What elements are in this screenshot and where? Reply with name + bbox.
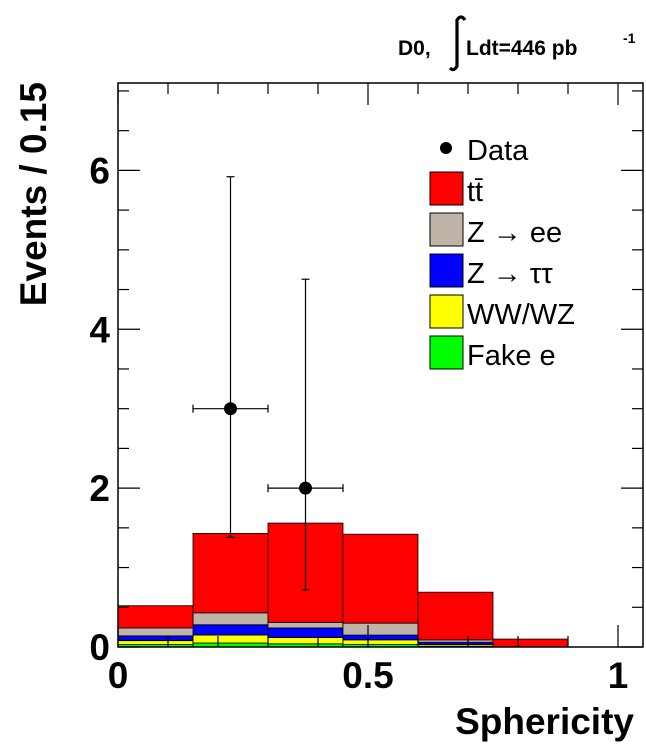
bar-ww_wz-bin-4	[342, 639, 419, 646]
y-axis-title: Events / 0.15	[13, 82, 54, 306]
bar-z_tautau-bin-1	[117, 635, 194, 642]
bar-ww_wz-bin-3	[267, 637, 344, 645]
axis-ticks: 0 0.5 1 0 2 4 6	[89, 83, 643, 696]
y-tick-label-1: 2	[89, 468, 110, 509]
bar-ttbar-bin-1	[117, 605, 194, 629]
bar-z_ee-bin-1	[117, 627, 194, 637]
legend-label-1: tt̄	[467, 176, 483, 208]
bar-z_ee-bin-4	[342, 622, 419, 636]
legend-label-0: Data	[467, 135, 529, 167]
bar-z_ee-bin-2	[192, 612, 269, 626]
bar-ttbar-bin-5	[417, 591, 494, 641]
x-tick-label-2: 1	[608, 655, 629, 696]
data-point-2	[299, 481, 312, 495]
x-axis-title: Sphericity	[455, 701, 634, 742]
bar-z_tautau-bin-4	[342, 634, 419, 641]
legend-swatch-1	[429, 171, 464, 206]
bar-z_tautau-bin-2	[192, 624, 269, 636]
data-points	[192, 176, 344, 591]
bar-ww_wz-bin-1	[117, 640, 194, 646]
bar-ww_wz-bin-2	[192, 634, 269, 644]
stacked-histogram	[117, 522, 569, 648]
bar-z_ee-bin-3	[267, 621, 344, 629]
luminosity-annotation: D0, Ldt=446 pb -1	[398, 15, 636, 72]
bar-ttbar-bin-2	[192, 533, 269, 614]
plot-frame	[117, 82, 644, 648]
legend-swatch-4	[429, 294, 464, 329]
legend-marker-data	[440, 142, 452, 154]
bar-z_tautau-bin-3	[267, 627, 344, 638]
legend-swatch-3	[429, 253, 464, 288]
legend-label-2: Z → ee	[467, 217, 562, 249]
integral-sign-icon	[448, 15, 467, 72]
bar-ttbar-bin-6	[492, 638, 569, 648]
legend-swatch-5	[429, 335, 464, 370]
data-point-1	[224, 402, 237, 416]
annotation-prefix: D0,	[398, 37, 431, 60]
y-tick-label-3: 6	[89, 150, 110, 191]
y-tick-label-2: 4	[89, 309, 110, 350]
annotation-luminosity: Ldt=446 pb	[466, 37, 577, 60]
legend-label-5: Fake e	[467, 340, 556, 372]
legend-swatch-2	[429, 212, 464, 247]
x-tick-label-1: 0.5	[342, 655, 393, 696]
legend: Data tt̄ Z → ee Z → ττ WW/WZ Fake e	[429, 135, 575, 372]
legend-label-3: Z → ττ	[467, 258, 553, 290]
legend-label-4: WW/WZ	[467, 299, 575, 331]
annotation-exponent: -1	[623, 30, 636, 46]
bar-ttbar-bin-4	[342, 533, 419, 624]
x-tick-label-0: 0	[108, 655, 129, 696]
y-tick-label-0: 0	[89, 627, 110, 668]
